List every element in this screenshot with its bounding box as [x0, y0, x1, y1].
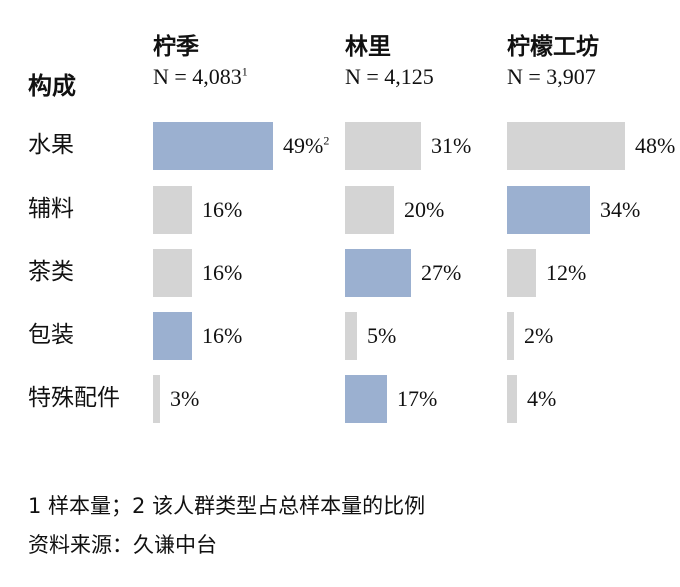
row-label-tea: 茶类 — [28, 259, 74, 285]
bar-brand-1-fruit — [153, 122, 273, 170]
value-label-brand-1-tea: 16% — [202, 260, 243, 285]
brand-3-title: 柠檬工坊 — [507, 34, 599, 60]
bar-brand-3-packaging — [507, 312, 514, 360]
value-label-brand-3-packaging: 2% — [524, 323, 554, 348]
row-label-auxiliary: 辅料 — [28, 196, 74, 222]
value-label-brand-1-special-parts: 3% — [170, 386, 200, 411]
bar-brand-3-tea — [507, 249, 536, 297]
bar-brand-3-auxiliary — [507, 186, 590, 234]
bar-brand-1-auxiliary — [153, 186, 192, 234]
brand-3-sample-size: N = 3,907 — [507, 65, 596, 89]
brand-1-n-sup: 1 — [241, 64, 248, 79]
bar-brand-2-tea — [345, 249, 411, 297]
value-label-brand-3-auxiliary: 34% — [600, 197, 641, 222]
row-label-special-parts: 特殊配件 — [28, 385, 120, 411]
value-label-brand-1-packaging: 16% — [202, 323, 243, 348]
brand-1-title: 柠季 — [153, 34, 199, 60]
footnote: 1 样本量；2 该人群类型占总样本量的比例 — [28, 494, 426, 518]
value-label-brand-2-auxiliary: 20% — [404, 197, 445, 222]
bar-brand-1-tea — [153, 249, 192, 297]
bar-brand-1-packaging — [153, 312, 192, 360]
value-label-brand-1-fruit: 49%2 — [283, 133, 330, 158]
value-footnote-marker: 2 — [323, 133, 330, 148]
brand-1-sample-size: N = 4,0831 — [153, 65, 248, 89]
bar-brand-2-auxiliary — [345, 186, 394, 234]
value-label-brand-3-tea: 12% — [546, 260, 587, 285]
row-header: 构成 — [28, 72, 76, 100]
source-note: 资料来源：久谦中台 — [28, 533, 217, 557]
bar-brand-2-fruit — [345, 122, 421, 170]
brand-1-n-text: N = 4,083 — [153, 64, 242, 89]
bar-brand-3-fruit — [507, 122, 625, 170]
row-label-packaging: 包装 — [28, 322, 74, 348]
value-label-brand-2-packaging: 5% — [367, 323, 397, 348]
value-label-brand-2-special-parts: 17% — [397, 386, 438, 411]
row-label-fruit: 水果 — [28, 132, 74, 158]
value-label-brand-3-fruit: 48% — [635, 133, 676, 158]
brand-3-n-text: N = 3,907 — [507, 64, 596, 89]
brand-2-n-text: N = 4,125 — [345, 64, 434, 89]
value-label-brand-2-fruit: 31% — [431, 133, 472, 158]
value-label-brand-2-tea: 27% — [421, 260, 462, 285]
value-label-brand-1-auxiliary: 16% — [202, 197, 243, 222]
bar-brand-2-special-parts — [345, 375, 387, 423]
bar-brand-1-special-parts — [153, 375, 160, 423]
brand-2-sample-size: N = 4,125 — [345, 65, 434, 89]
bar-brand-3-special-parts — [507, 375, 517, 423]
bar-brand-2-packaging — [345, 312, 357, 360]
value-label-brand-3-special-parts: 4% — [527, 386, 557, 411]
brand-2-title: 林里 — [345, 34, 391, 60]
